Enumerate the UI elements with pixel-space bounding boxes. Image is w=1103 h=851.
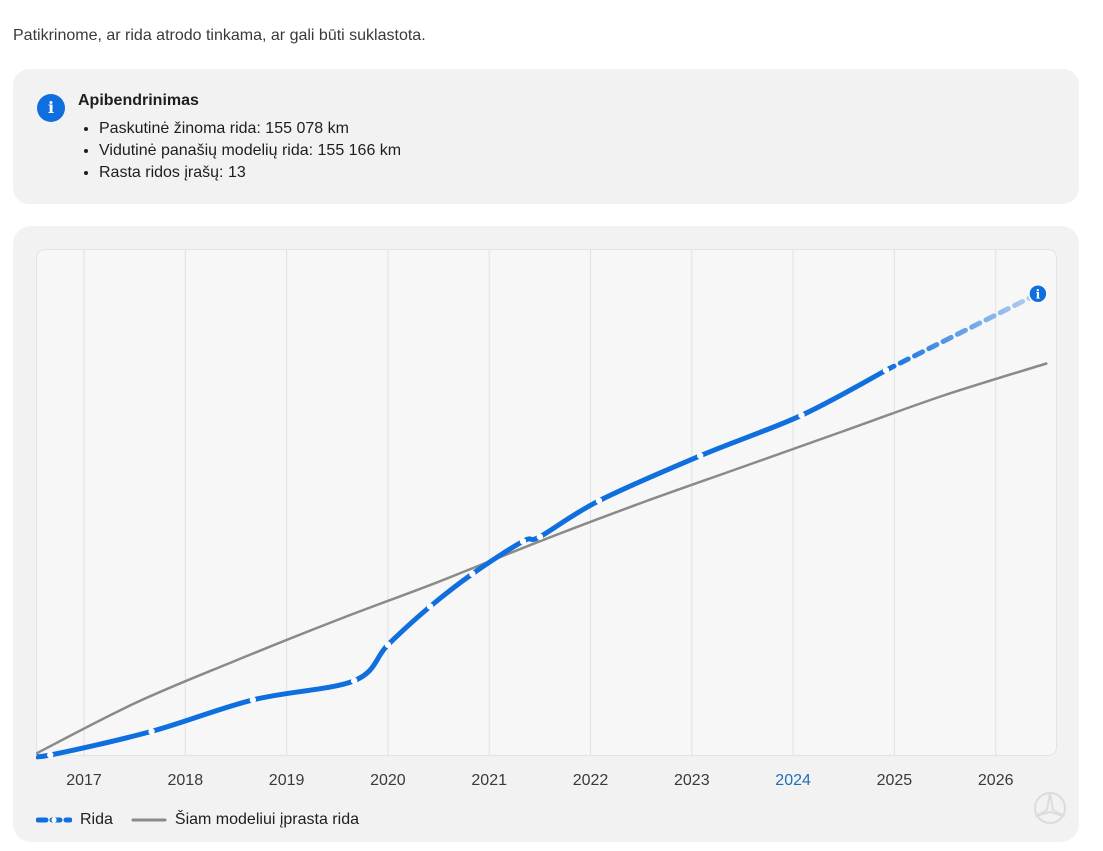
x-axis-ticks: 2017 2018 2019 2020 2021 2022 2023 2024 2025 2026: [66, 772, 1013, 789]
x-tick-label: 2018: [168, 772, 204, 789]
x-tick-label: 2019: [269, 772, 305, 789]
rida-data-point: [384, 641, 392, 648]
info-icon: i: [37, 94, 65, 122]
summary-item-last-mileage: Paskutinė žinoma rida: 155 078 km: [99, 118, 401, 140]
legend-label-average: Šiam modeliui įprasta rida: [174, 811, 359, 828]
solid-line-icon: [131, 818, 167, 822]
summary-title: Apibendrinimas: [78, 92, 199, 109]
dashed-dot-line-icon: [36, 817, 72, 823]
legend-item-rida[interactable]: Rida: [36, 811, 113, 829]
plot-area: [36, 249, 1057, 756]
rida-data-point: [469, 570, 476, 578]
chart-legend: Rida Šiam modeliui įprasta rida: [36, 808, 377, 832]
x-tick-label: 2023: [674, 772, 710, 789]
rida-data-point: [519, 538, 527, 545]
rida-data-point: [426, 603, 434, 610]
legend-item-average[interactable]: Šiam modeliui įprasta rida: [131, 811, 359, 829]
x-tick-label: 2024: [775, 772, 811, 789]
x-tick-label: 2025: [877, 772, 913, 789]
rida-data-point: [350, 677, 358, 684]
series-layer: [36, 291, 1048, 760]
summary-panel: i Apibendrinimas Paskutinė žinoma rida: …: [13, 69, 1079, 204]
x-tick-label: 2026: [978, 772, 1014, 789]
summary-item-average-mileage: Vidutinė panašių modelių rida: 155 166 k…: [99, 140, 401, 162]
x-tick-label: 2017: [66, 772, 102, 789]
x-tick-label: 2022: [573, 772, 609, 789]
rida-data-point: [36, 753, 37, 757]
average-mileage-line: [36, 362, 1048, 756]
rida-data-point: [536, 533, 544, 540]
rida-data-point: [47, 751, 54, 759]
legend-label-rida: Rida: [80, 811, 113, 828]
rida-data-point: [595, 497, 603, 504]
projection-info-icon[interactable]: i: [1028, 284, 1048, 304]
rida-data-point: [148, 728, 155, 735]
summary-item-records-count: Rasta ridos įrašų: 13: [99, 162, 401, 184]
rida-projection-line: [883, 291, 1041, 373]
intro-text: Patikrinome, ar rida atrodo tinkama, ar …: [13, 27, 426, 44]
rida-data-point: [697, 452, 704, 459]
rida-data-point: [798, 412, 805, 419]
rida-data-point: [249, 696, 257, 704]
car-brand-logo-icon: [1034, 792, 1066, 824]
svg-text:i: i: [1036, 287, 1041, 301]
x-tick-label: 2021: [471, 772, 507, 789]
rida-data-point: [882, 367, 890, 374]
summary-list: Paskutinė žinoma rida: 155 078 km Viduti…: [78, 118, 401, 184]
x-tick-label: 2020: [370, 772, 406, 789]
